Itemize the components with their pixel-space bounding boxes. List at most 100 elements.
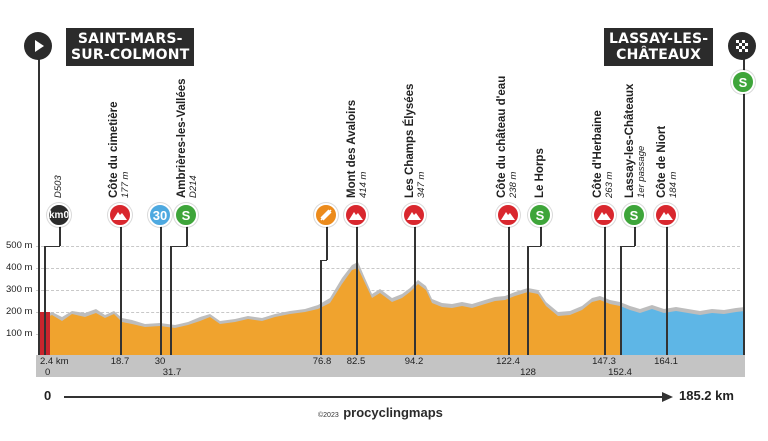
marker-30-badge: 30 (148, 203, 172, 227)
marker-chateau-badge (496, 203, 520, 227)
marker-herbaine-badge (592, 203, 616, 227)
km-label-30: 30 (154, 356, 166, 367)
km-label-niort: 164.1 (654, 356, 678, 367)
finish-town-line1: LASSAY-LES- (609, 31, 709, 47)
km-label-avaloirs: 82.5 (346, 356, 366, 367)
marker-lassay-label: Lassay-les-Châteaux 1er passage (624, 84, 647, 198)
marker-cimetiere-label: Côte du cimetière 177 m (108, 102, 131, 199)
marker-niort-badge (654, 203, 678, 227)
marker-horps-name: Le Horps (534, 148, 546, 198)
km-label-chateau: 122.4 (496, 356, 520, 367)
grid-line-400 (36, 268, 740, 269)
marker-herbaine-stem (604, 226, 606, 355)
marker-feed-connector (320, 260, 327, 261)
start-button (24, 32, 52, 60)
marker-champs-stem (414, 226, 416, 355)
km-label-feed: 76.8 (312, 356, 332, 367)
profile-orange (40, 268, 620, 355)
feed-zone-icon (320, 209, 332, 221)
elevation-label-200: 200 m (6, 306, 33, 317)
marker-ambrieres-label: Ambrières-les-Vallées D214 (176, 78, 199, 198)
grid-line-300 (36, 290, 740, 291)
marker-horps-stem (540, 226, 542, 246)
marker-herbaine-sub: 263 m (604, 171, 615, 198)
marker-30-stem (160, 226, 162, 355)
marker-cimetiere-sub: 177 m (120, 171, 131, 198)
finish-button (728, 32, 756, 60)
start-town: SAINT-MARS- SUR-COLMONT (66, 28, 195, 66)
marker-niort-name: Côte de Niort (656, 125, 668, 198)
marker-cimetiere-name: Côte du cimetière (108, 101, 120, 199)
marker-ambrieres-name: Ambrières-les-Vallées (176, 78, 188, 198)
mountain-icon (597, 212, 611, 220)
marker-herbaine-name: Côte d'Herbaine (592, 110, 604, 198)
finish-town: LASSAY-LES- CHÂTEAUX (604, 28, 714, 66)
play-icon (35, 40, 44, 52)
km-label-start-small: 0 (45, 367, 51, 378)
km-label-km0: 2.4 km (40, 356, 69, 367)
mountain-icon (501, 212, 515, 220)
elevation-label-400: 400 m (6, 262, 33, 273)
marker-feed-badge (314, 203, 338, 227)
mountain-icon (113, 212, 127, 220)
marker-avaloirs-sub: 414 m (358, 171, 369, 198)
marker-km0-connector (44, 246, 60, 247)
km-label-horps: 128 (520, 367, 536, 378)
marker-lassay-stem (634, 226, 636, 246)
marker-avaloirs-stem (356, 226, 358, 355)
km-band (36, 355, 745, 377)
marker-lassay-sub: 1er passage (636, 145, 647, 198)
marker-cimetiere-badge (108, 203, 132, 227)
marker-km0-badge: km0 (47, 203, 71, 227)
marker-lassay-name: Lassay-les-Châteaux (624, 83, 636, 198)
checkered-flag-icon (736, 40, 748, 52)
marker-lassay-connector-v (620, 246, 622, 355)
finish-sprint-badge: S (731, 70, 755, 94)
marker-ambrieres-sub: D214 (188, 175, 199, 198)
branding-brand: procyclingmaps (343, 405, 443, 420)
marker-horps-label: Le Horps (534, 148, 546, 198)
branding: ©2023 procyclingmaps (318, 404, 443, 422)
distance-line (64, 396, 664, 398)
marker-ambrieres-stem (186, 226, 188, 246)
marker-km0-connector-v (44, 246, 46, 355)
marker-ambrieres-connector-v (170, 246, 172, 355)
elevation-label-500: 500 m (6, 240, 33, 251)
marker-chateau-sub: 238 m (508, 171, 519, 198)
grid-line-500 (36, 246, 740, 247)
km-label-lassay: 152.4 (608, 367, 632, 378)
marker-km0-sub: D503 (53, 175, 64, 198)
marker-cimetiere-stem (120, 226, 122, 355)
distance-total-label: 185.2 km (679, 388, 734, 403)
marker-feed-stem (326, 226, 328, 260)
marker-ambrieres-badge: S (174, 203, 198, 227)
marker-horps-badge: S (528, 203, 552, 227)
branding-year: ©2023 (318, 412, 339, 419)
marker-avaloirs-badge (344, 203, 368, 227)
marker-km0-label: D503 (53, 175, 64, 198)
km-label-ambrieres: 31.7 (162, 367, 182, 378)
marker-feed-connector-v (320, 260, 322, 355)
marker-horps-connector (527, 246, 541, 247)
mountain-icon (407, 212, 421, 220)
km-label-cimetiere: 18.7 (110, 356, 130, 367)
marker-niort-label: Côte de Niort 184 m (656, 126, 679, 198)
marker-chateau-label: Côte du château d'eau 238 m (496, 76, 519, 198)
marker-lassay-badge: S (622, 203, 646, 227)
marker-km0-stem (59, 226, 61, 246)
marker-lassay-connector (620, 246, 635, 247)
start-town-line1: SAINT-MARS- (77, 31, 183, 47)
elevation-label-100: 100 m (6, 328, 33, 339)
marker-champs-badge (402, 203, 426, 227)
mountain-icon (349, 212, 363, 220)
km-label-herbaine: 147.3 (592, 356, 616, 367)
marker-ambrieres-connector (170, 246, 187, 247)
mountain-icon (659, 212, 673, 220)
profile-blue (620, 306, 745, 355)
marker-chateau-name: Côte du château d'eau (496, 75, 508, 198)
start-pole (38, 58, 40, 355)
start-town-line2: SUR-COLMONT (71, 47, 190, 63)
marker-niort-stem (666, 226, 668, 355)
marker-niort-sub: 184 m (668, 171, 679, 198)
marker-champs-label: Les Champs Élysées 347 m (404, 84, 427, 198)
